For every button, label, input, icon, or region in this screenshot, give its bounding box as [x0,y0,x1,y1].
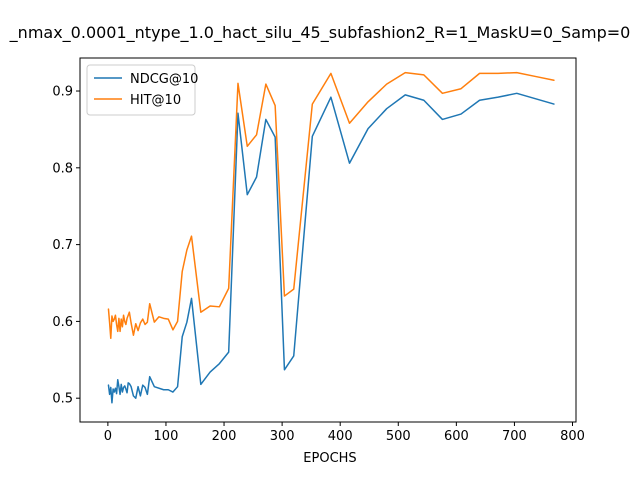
x-tick-label: 300 [270,429,295,444]
x-tick-label: 700 [502,429,527,444]
y-tick-label: 0.9 [52,85,73,100]
x-tick-label: 400 [328,429,353,444]
series-line-hit-10 [107,71,555,340]
legend-label-hit-10: HIT@10 [130,93,181,108]
y-axis: 0.5 0.6 0.7 0.8 0.9 [52,85,80,407]
x-tick-label: 500 [386,429,411,444]
x-tick-label: 800 [560,429,585,444]
y-tick-label: 0.5 [52,392,73,407]
legend: NDCG@10 HIT@10 [86,64,198,116]
x-tick-label: 100 [154,429,179,444]
chart-title: _nmax_0.0001_ntype_1.0_hact_silu_45_subf… [9,23,631,43]
series-line-ndcg-10 [107,92,555,404]
plot-area-frame [79,57,577,423]
series-layer [107,71,555,404]
x-axis-title: EPOCHS [303,451,356,466]
x-tick-label: 0 [104,429,112,444]
x-tick-label: 200 [212,429,237,444]
y-tick-label: 0.8 [52,161,73,176]
x-axis: 0 100 200 300 400 500 600 700 800 [104,422,585,444]
y-tick-label: 0.6 [52,315,73,330]
legend-label-ndcg-10: NDCG@10 [130,72,198,87]
y-tick-label: 0.7 [52,238,73,253]
x-tick-label: 600 [444,429,469,444]
